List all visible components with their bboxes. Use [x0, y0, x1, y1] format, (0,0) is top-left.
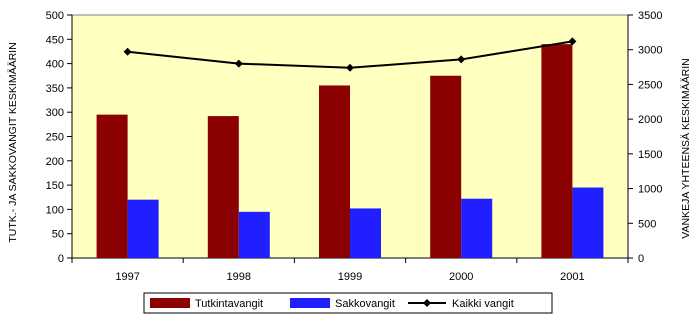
legend-label: Kaikki vangit — [452, 298, 514, 310]
left-axis-tick-label: 450 — [46, 34, 64, 46]
bar-sakkovangit — [461, 198, 493, 258]
left-axis-tick-label: 500 — [46, 10, 64, 22]
right-axis-tick-label: 1000 — [638, 184, 662, 196]
left-axis-tick-label: 350 — [46, 83, 64, 95]
legend-swatch — [290, 298, 330, 308]
x-axis-tick-label: 1998 — [227, 271, 251, 283]
right-axis-tick-label: 2500 — [638, 79, 662, 91]
bar-sakkovangit — [572, 187, 604, 258]
line-point-marker — [568, 37, 577, 46]
left-axis-title: TUTK.- JA SAKKOVANGIT KESKIMÄÄRIN — [7, 42, 19, 242]
left-axis-tick-label: 400 — [46, 59, 64, 71]
line-point-marker — [234, 59, 243, 68]
left-axis-tick-label: 150 — [46, 180, 64, 192]
x-axis-tick-label: 2001 — [560, 271, 584, 283]
legend-label: Tutkintavangit — [195, 298, 263, 310]
bar-tutkintavangit — [319, 85, 350, 258]
legend-box — [143, 292, 553, 314]
line-point-marker — [123, 47, 132, 56]
right-axis-tick-label: 3500 — [638, 10, 662, 22]
bar-tutkintavangit — [541, 44, 573, 258]
bar-tutkintavangit — [430, 75, 462, 258]
right-axis-tick-label: 0 — [638, 253, 644, 265]
bar-tutkintavangit — [96, 114, 128, 258]
left-axis-tick-label: 50 — [52, 229, 64, 241]
left-axis-tick-label: 300 — [46, 107, 64, 119]
left-axis-tick-label: 200 — [46, 156, 64, 168]
left-axis-tick-label: 0 — [58, 253, 64, 265]
line-point-marker — [346, 63, 354, 72]
x-axis-tick-label: 2000 — [449, 271, 473, 283]
legend-label: Sakkovangit — [335, 298, 395, 310]
right-axis-tick-label: 1500 — [638, 149, 662, 161]
right-axis-title: VANKEJA YHTEENSÄ KESKIMÄÄRIN — [680, 58, 692, 239]
left-axis-tick-label: 100 — [46, 204, 64, 216]
left-axis-tick-label: 250 — [46, 132, 64, 144]
x-axis-tick-label: 1999 — [338, 271, 362, 283]
right-axis-tick-label: 2000 — [638, 114, 662, 126]
right-axis-tick-label: 500 — [638, 218, 656, 230]
bar-sakkovangit — [127, 199, 159, 258]
right-axis-tick-label: 3000 — [638, 45, 662, 57]
bar-sakkovangit — [350, 208, 381, 258]
x-axis-tick-label: 1997 — [115, 271, 139, 283]
bar-tutkintavangit — [207, 116, 239, 258]
legend-swatch — [150, 298, 190, 308]
legend-line-marker — [423, 299, 431, 307]
bar-sakkovangit — [238, 211, 270, 258]
line-point-marker — [457, 55, 466, 64]
